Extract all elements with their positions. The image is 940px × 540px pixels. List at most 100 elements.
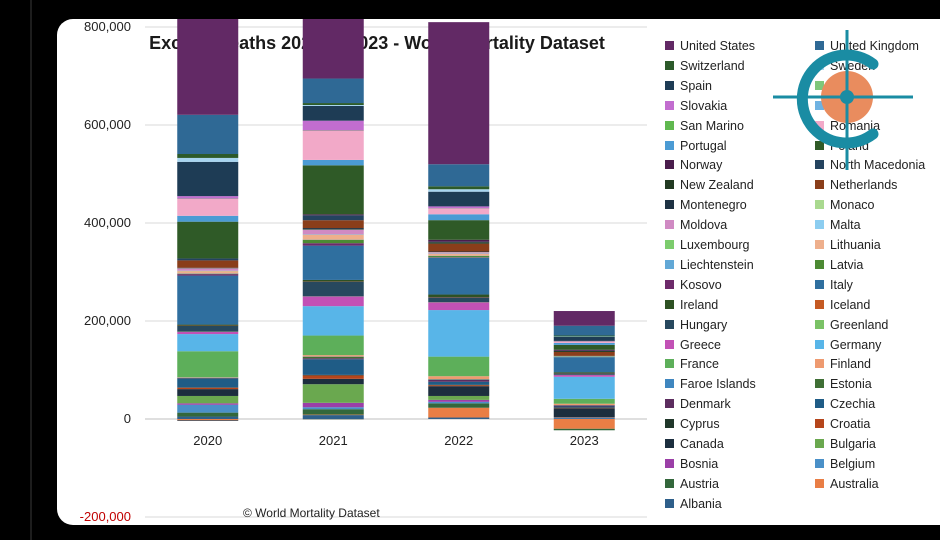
legend-item: Croatia — [815, 417, 870, 431]
legend-swatch — [665, 160, 674, 170]
legend-label: Hungary — [680, 317, 728, 332]
chart-title: Excess Deaths 2020 to 2023 - World Morta… — [149, 33, 605, 53]
x-tick-label: 2020 — [193, 433, 223, 448]
y-tick-label: -200,000 — [79, 509, 131, 524]
bar-segment-spain — [177, 161, 239, 197]
bar-segment-australia — [428, 407, 490, 418]
bar-segment-france — [302, 335, 364, 356]
bar-segment-lithuania — [428, 253, 490, 256]
bar-segment-kosovo — [177, 274, 239, 276]
bar-segment-moldova — [428, 252, 490, 254]
legend-swatch — [665, 60, 674, 70]
legend-swatch — [815, 140, 824, 150]
legend-item: Latvia — [815, 258, 863, 272]
bar-segment-albania — [428, 417, 490, 419]
legend-swatch — [815, 359, 824, 369]
legend-label: Switzerland — [680, 58, 745, 73]
bar-segment-estonia — [302, 356, 364, 359]
legend-swatch — [815, 100, 824, 110]
legend-item: Germany — [815, 338, 881, 352]
bar-segment-australia — [553, 419, 615, 429]
legend-swatch — [815, 279, 824, 289]
bar-segment-poland — [553, 344, 615, 350]
bar-segment-finland — [428, 376, 490, 380]
legend-swatch — [815, 259, 824, 269]
bar-segment-montenegro — [302, 228, 364, 230]
legend-swatch — [815, 379, 824, 389]
legend-label: France — [680, 357, 719, 372]
bar-segment-hungary — [553, 373, 615, 375]
legend-label: United States — [680, 39, 756, 53]
bar-segment-czechia — [177, 378, 239, 388]
bar-segment-netherlands — [553, 351, 615, 356]
legend-swatch — [815, 180, 824, 190]
legend-item: Netherlands — [815, 178, 897, 192]
legend-swatch — [665, 498, 674, 508]
legend-label: Denmark — [680, 397, 731, 412]
legend-swatch — [815, 419, 824, 429]
legend-item: Austria — [665, 477, 719, 491]
legend-label: Malta — [830, 218, 861, 233]
bar-segment-ireland — [302, 279, 364, 282]
legend-swatch — [815, 299, 824, 309]
bar-segment-denmark — [428, 379, 490, 382]
bar-segment-denmark — [553, 405, 615, 407]
legend-swatch — [665, 379, 674, 389]
legend-swatch — [665, 41, 674, 50]
legend-item: Switzerland — [665, 59, 745, 73]
crosshair-logo-icon — [773, 30, 913, 170]
bar-segment-germany — [553, 376, 615, 399]
bar-segment-ireland — [553, 372, 615, 374]
bar-segment-norway — [302, 214, 364, 216]
bar-segment-romania — [428, 208, 490, 215]
legend-swatch — [665, 200, 674, 210]
bar-segment-slovakia — [177, 196, 239, 199]
legend-label: Spain — [680, 78, 712, 93]
legend-swatch — [665, 478, 674, 488]
bar-segment-hungary — [302, 281, 364, 297]
legend-label: Monaco — [830, 198, 875, 213]
legend-item: Bosnia — [665, 457, 718, 471]
legend-label: Portugal — [680, 138, 727, 153]
legend-label: Estonia — [830, 377, 872, 392]
bar-segment-belgium — [302, 407, 364, 410]
y-tick-label: 200,000 — [84, 313, 131, 328]
legend-swatch — [665, 259, 674, 269]
bar-segment-canada — [428, 386, 490, 396]
legend-label: Latvia — [830, 257, 864, 272]
bar-segment-bosnia — [177, 403, 239, 405]
legend-label: Kosovo — [680, 277, 722, 292]
legend-label: Norway — [680, 158, 723, 173]
bar-segment-france — [177, 351, 239, 378]
legend-swatch — [665, 140, 674, 150]
bar-segment-kosovo — [302, 243, 364, 246]
legend-item: Iceland — [815, 298, 870, 312]
legend-item: Hungary — [665, 318, 727, 332]
legend-item: Canada — [665, 437, 724, 451]
legend-label: Faroe Islands — [680, 377, 756, 392]
legend-item: France — [665, 357, 719, 371]
bar-segment-spain — [553, 336, 615, 341]
legend-label: Italy — [830, 277, 853, 292]
x-tick-label: 2022 — [444, 433, 474, 448]
legend-swatch — [665, 220, 674, 230]
bar-segment-germany — [177, 334, 239, 352]
bar-segment-hungary — [428, 297, 490, 303]
legend-swatch — [815, 220, 824, 230]
legend-label: Lithuania — [830, 238, 881, 252]
bar-segment-lithuania — [302, 234, 364, 240]
bar-segment-austria — [177, 412, 239, 417]
bar-segment-austria — [553, 428, 615, 431]
y-tick-label: 400,000 — [84, 215, 131, 230]
bar-segment-bosnia — [302, 402, 364, 408]
legend-label: Slovakia — [680, 98, 728, 113]
bar-segment-latvia — [428, 255, 490, 258]
legend-swatch — [665, 240, 674, 249]
legend-label: Germany — [830, 337, 882, 352]
bar-segment-czechia — [302, 359, 364, 375]
legend-item: Denmark — [665, 397, 731, 411]
bar-segment-bosnia — [428, 399, 490, 402]
legend-item: Ireland — [665, 298, 718, 312]
bar-segment-united-kingdom — [302, 78, 364, 104]
bar-segment-portugal — [302, 159, 364, 166]
